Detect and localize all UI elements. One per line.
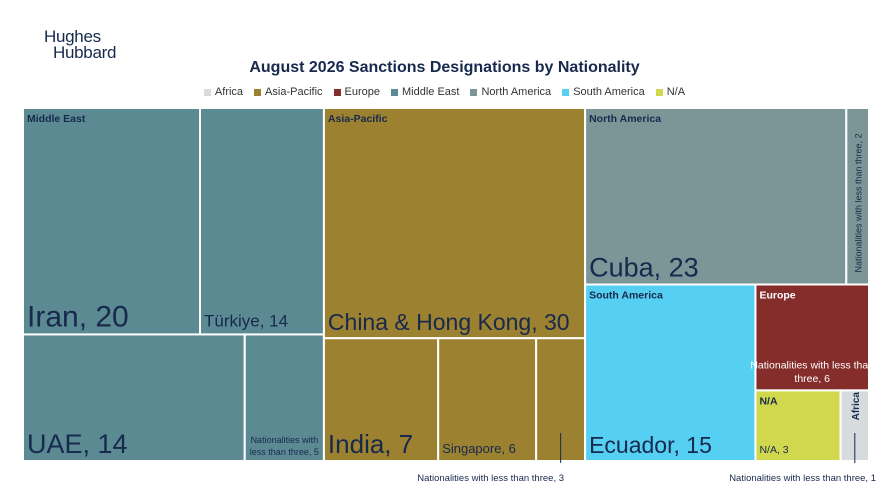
legend-item-middle-east: Middle East [391, 86, 459, 98]
group-label-middle-east: Middle East [27, 113, 86, 125]
group-label-south-america: South America [589, 290, 663, 302]
legend-item-europe: Europe [333, 86, 380, 98]
tile-label-middle-east-1: Türkiye, 14 [204, 311, 288, 330]
legend-swatch [562, 88, 570, 96]
treemap-tile-asia-pacific-0 [322, 107, 587, 340]
legend-label: Europe [344, 86, 380, 98]
tile-label-asia-pacific-0: China & Hong Kong, 30 [328, 309, 570, 335]
legend-item-n-a: N/A [655, 86, 686, 98]
treemap-tile-middle-east-0 [22, 107, 202, 336]
tile-label-asia-pacific-1: India, 7 [328, 429, 413, 459]
tile-label-middle-east-2: UAE, 14 [27, 429, 128, 459]
tile-label-north-america-1: Nationalities with less than three, 2 [854, 133, 864, 272]
tile-label-europe-0: Nationalities with less than three, 6 [750, 359, 874, 385]
tile-label-n-a-0: N/A, 3 [759, 444, 788, 456]
legend-swatch [254, 88, 262, 96]
legend-item-asia-pacific: Asia-Pacific [254, 86, 323, 98]
group-label-n-a: N/A [759, 395, 778, 407]
tile-label-asia-pacific-3: Nationalities with less than three, 3 [417, 473, 564, 484]
legend-item-south-america: South America [562, 86, 645, 98]
tile-label-north-america-0: Cuba, 23 [589, 253, 699, 283]
legend-item-africa: Africa [203, 86, 244, 98]
legend-label: N/A [666, 86, 686, 98]
chart-title: August 2026 Sanctions Designations by Na… [249, 59, 640, 76]
legend-swatch [391, 88, 398, 96]
legend-label: Africa [214, 86, 244, 98]
treemap-tile-asia-pacific-1 [322, 337, 440, 462]
legend-label: South America [573, 86, 645, 98]
logo-line-1: Hughes [44, 27, 101, 46]
group-label-north-america: North America [589, 113, 661, 125]
treemap-tile-south-america-0 [584, 283, 757, 462]
legend-label: Asia-Pacific [265, 86, 323, 98]
legend-swatch [333, 88, 341, 96]
company-logo: Hughes Hubbard [44, 27, 117, 62]
treemap-tile-europe-0 [754, 283, 870, 392]
treemap-tile-middle-east-3 [243, 333, 325, 462]
legend-item-north-america: North America [470, 86, 551, 98]
group-label-asia-pacific: Asia-Pacific [328, 113, 388, 125]
tile-label-middle-east-3: Nationalities with less than three, 5 [250, 435, 319, 457]
treemap-tile-middle-east-1 [199, 107, 325, 336]
treemap-tile-asia-pacific-2 [437, 337, 538, 462]
tile-label-middle-east-0: Iran, 20 [27, 300, 129, 333]
legend-swatch [470, 88, 478, 96]
legend-swatch [655, 88, 663, 96]
tile-label-africa-0: Nationalities with less than three, 1 [729, 473, 876, 484]
tile-label-south-america-0: Ecuador, 15 [589, 432, 712, 458]
treemap-tile-middle-east-2 [22, 333, 246, 462]
legend-label: North America [481, 86, 552, 98]
legend-swatch [203, 88, 211, 96]
treemap-tile-n-a-0 [754, 389, 842, 462]
logo-line-2: Hubbard [53, 43, 117, 62]
tile-label-asia-pacific-2: Singapore, 6 [442, 441, 516, 456]
group-label-europe: Europe [759, 290, 795, 302]
chart-legend: Africa Asia-Pacific Europe Middle East North… [0, 86, 889, 98]
group-label-africa: Africa [851, 392, 862, 421]
legend-label: Middle East [402, 86, 460, 98]
treemap-tile-north-america-0 [584, 107, 848, 286]
